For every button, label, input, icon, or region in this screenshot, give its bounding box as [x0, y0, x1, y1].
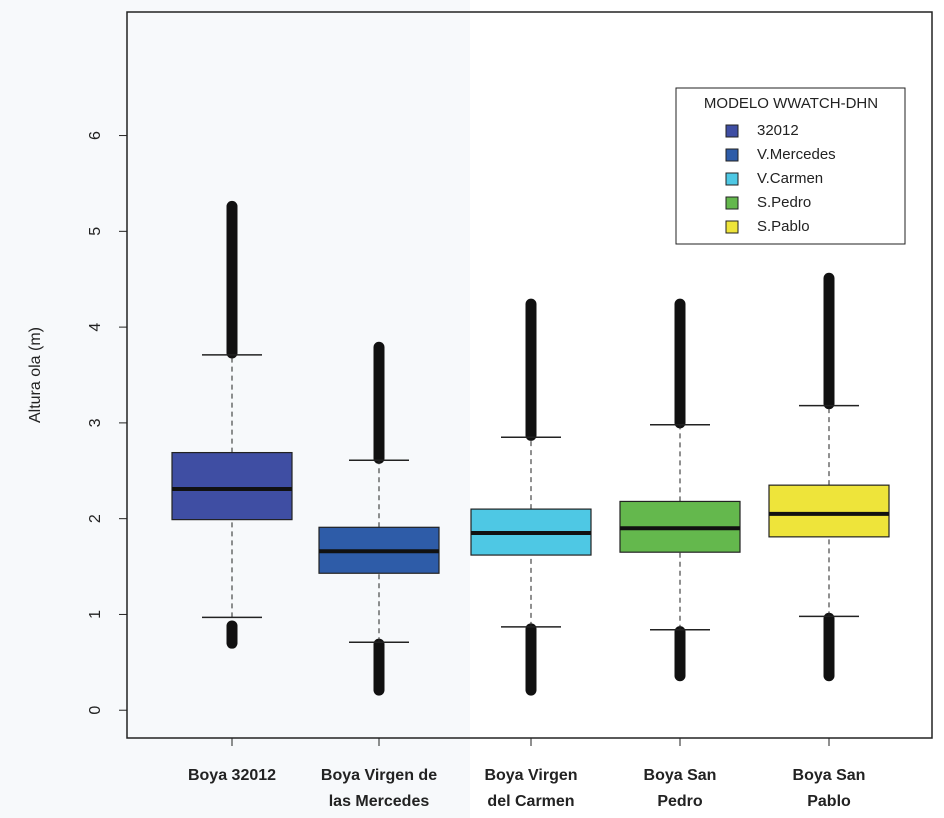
- legend-box: [675, 87, 906, 245]
- y-tick-label: 6: [87, 131, 104, 140]
- x-tick-label: las Mercedes: [329, 793, 430, 810]
- y-tick-label: 4: [87, 323, 104, 332]
- legend-label: S.Pedro: [757, 194, 811, 211]
- y-axis-label: Altura ola (m): [27, 327, 44, 423]
- y-tick-label: 0: [87, 706, 104, 715]
- x-tick-label: Pablo: [807, 793, 851, 810]
- legend-swatch: [725, 172, 739, 186]
- legend-label: V.Carmen: [757, 170, 823, 187]
- x-tick-label: Pedro: [657, 793, 703, 810]
- x-tick-label: Boya 32012: [188, 767, 276, 784]
- box: [171, 451, 293, 521]
- legend-label: S.Pablo: [757, 218, 810, 235]
- y-tick-label: 5: [87, 227, 104, 236]
- x-tick-label: Boya San: [793, 767, 866, 784]
- x-tick-label: Boya San: [644, 767, 717, 784]
- legend-swatch: [725, 148, 739, 162]
- legend-swatch: [725, 196, 739, 210]
- y-tick-label: 3: [87, 418, 104, 427]
- legend-title: MODELO WWATCH-DHN: [704, 95, 878, 112]
- plot-frame: [126, 11, 933, 739]
- legend-label: 32012: [757, 122, 799, 139]
- legend-swatch: [725, 220, 739, 234]
- legend-label: V.Mercedes: [757, 146, 836, 163]
- x-tick-label: Boya Virgen: [484, 767, 577, 784]
- y-tick-label: 1: [87, 610, 104, 619]
- y-tick-label: 2: [87, 514, 104, 523]
- legend-swatch: [725, 124, 739, 138]
- x-tick-label: Boya Virgen de: [321, 767, 437, 784]
- background: [0, 0, 470, 818]
- x-tick-label: del Carmen: [487, 793, 574, 810]
- box: [768, 484, 890, 538]
